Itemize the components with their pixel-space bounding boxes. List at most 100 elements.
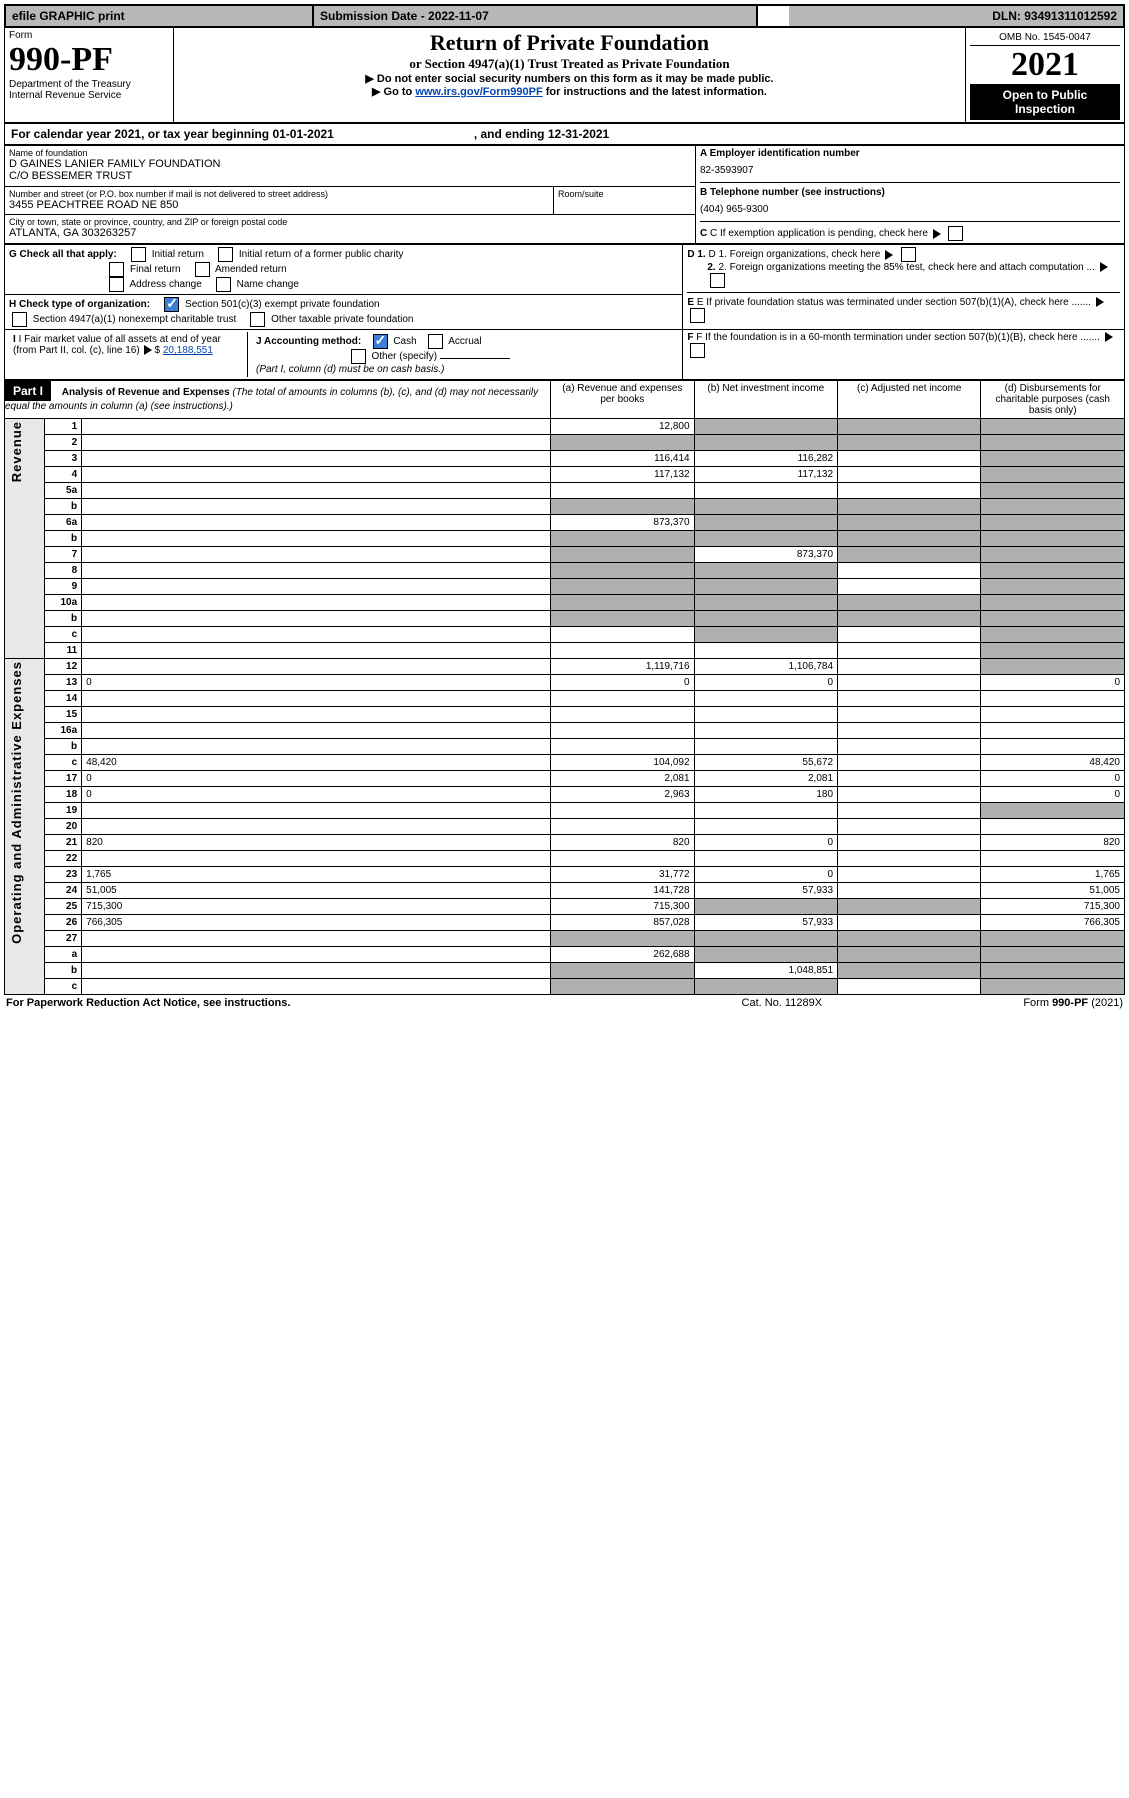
g-initial-checkbox[interactable] — [131, 247, 146, 262]
table-row: 3 116,414 116,282 — [5, 451, 1125, 467]
amt-b: 116,282 — [694, 451, 837, 467]
table-row: 2 — [5, 435, 1125, 451]
g-amended-checkbox[interactable] — [195, 262, 210, 277]
cat-no: Cat. No. 11289X — [682, 995, 881, 1011]
amt-a: 857,028 — [551, 915, 694, 931]
line-num: b — [44, 499, 81, 515]
amt-c — [838, 627, 981, 643]
g-former-checkbox[interactable] — [218, 247, 233, 262]
table-row: 26 766,305 857,028 57,933 766,305 — [5, 915, 1125, 931]
amt-d — [981, 963, 1125, 979]
h-4947-checkbox[interactable] — [12, 312, 27, 327]
amt-b — [694, 643, 837, 659]
line-desc: 0 — [82, 675, 551, 691]
h-other-checkbox[interactable] — [250, 312, 265, 327]
amt-b: 117,132 — [694, 467, 837, 483]
j-cash-checkbox[interactable] — [373, 334, 388, 349]
amt-a — [551, 691, 694, 707]
amt-d — [981, 723, 1125, 739]
table-row: 6a 873,370 — [5, 515, 1125, 531]
amt-b — [694, 931, 837, 947]
amt-d — [981, 947, 1125, 963]
line-num: 3 — [44, 451, 81, 467]
amt-d — [981, 707, 1125, 723]
amt-d: 51,005 — [981, 883, 1125, 899]
line-num: 18 — [44, 787, 81, 803]
table-row: b — [5, 531, 1125, 547]
line-desc — [82, 819, 551, 835]
amt-d — [981, 499, 1125, 515]
amt-a — [551, 851, 694, 867]
line-desc: 820 — [82, 835, 551, 851]
table-row: 14 — [5, 691, 1125, 707]
line-desc — [82, 563, 551, 579]
g-namechg-checkbox[interactable] — [216, 277, 231, 292]
line-num: 27 — [44, 931, 81, 947]
line-desc — [82, 947, 551, 963]
j-other-checkbox[interactable] — [351, 349, 366, 364]
irs-link[interactable]: www.irs.gov/Form990PF — [415, 86, 542, 98]
line-desc — [82, 483, 551, 499]
amt-b — [694, 499, 837, 515]
efile-label[interactable]: efile GRAPHIC print — [5, 5, 313, 27]
table-row: 15 — [5, 707, 1125, 723]
h-501c3-checkbox[interactable] — [164, 297, 179, 312]
line-num: a — [44, 947, 81, 963]
amt-d — [981, 643, 1125, 659]
amt-b — [694, 723, 837, 739]
line-num: c — [44, 627, 81, 643]
amt-a — [551, 979, 694, 995]
entity-info: Name of foundation D GAINES LANIER FAMIL… — [4, 145, 1125, 244]
g-final-checkbox[interactable] — [109, 262, 124, 277]
table-row: b — [5, 739, 1125, 755]
amt-c — [838, 611, 981, 627]
amt-d — [981, 627, 1125, 643]
foundation-name: D GAINES LANIER FAMILY FOUNDATION — [9, 158, 691, 170]
table-row: b — [5, 499, 1125, 515]
amt-d — [981, 467, 1125, 483]
amt-b: 1,106,784 — [694, 659, 837, 675]
d2-foreign: 2. 2. Foreign organizations meeting the … — [687, 262, 1120, 288]
amt-a — [551, 579, 694, 595]
g-addrchg-checkbox[interactable] — [109, 277, 124, 292]
table-row: 9 — [5, 579, 1125, 595]
amt-d — [981, 483, 1125, 499]
line-desc: 1,765 — [82, 867, 551, 883]
table-row: 22 — [5, 851, 1125, 867]
form-ref: Form 990-PF (2021) — [881, 995, 1125, 1011]
amt-a — [551, 643, 694, 659]
line-desc — [82, 451, 551, 467]
amt-a: 262,688 — [551, 947, 694, 963]
amt-c — [838, 419, 981, 435]
amt-b — [694, 515, 837, 531]
e-terminated: E E If private foundation status was ter… — [687, 292, 1120, 323]
amt-a — [551, 531, 694, 547]
amt-a — [551, 435, 694, 451]
line-desc — [82, 739, 551, 755]
amt-b: 873,370 — [694, 547, 837, 563]
line-desc: 766,305 — [82, 915, 551, 931]
c-checkbox[interactable] — [948, 226, 963, 241]
i-value[interactable]: 20,188,551 — [163, 345, 213, 356]
d1-foreign: D 1. D 1. Foreign organizations, check h… — [687, 247, 1120, 262]
amt-c — [838, 515, 981, 531]
amt-c — [838, 819, 981, 835]
amt-c — [838, 451, 981, 467]
line-num: 26 — [44, 915, 81, 931]
amt-c — [838, 947, 981, 963]
phone-value: (404) 965-9300 — [700, 198, 1120, 221]
amt-b — [694, 819, 837, 835]
amt-a: 820 — [551, 835, 694, 851]
amt-b: 55,672 — [694, 755, 837, 771]
amt-b — [694, 419, 837, 435]
amt-b — [694, 851, 837, 867]
line-num: 19 — [44, 803, 81, 819]
j-accrual-checkbox[interactable] — [428, 334, 443, 349]
amt-a — [551, 803, 694, 819]
line-num: 14 — [44, 691, 81, 707]
amt-c — [838, 899, 981, 915]
omb-number: OMB No. 1545-0047 — [970, 30, 1120, 46]
table-row: b — [5, 611, 1125, 627]
amt-d — [981, 979, 1125, 995]
amt-d — [981, 515, 1125, 531]
